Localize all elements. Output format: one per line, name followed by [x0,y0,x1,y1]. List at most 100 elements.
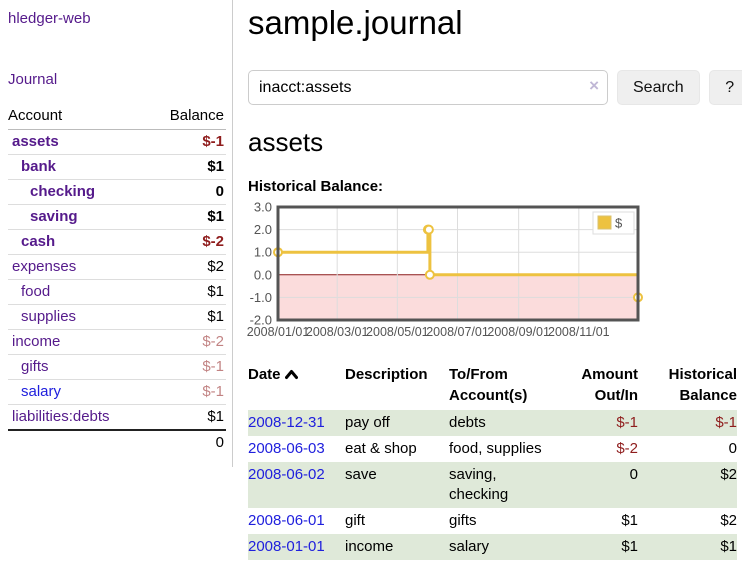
chart-x-tick-label: 2008/11/01 [548,325,610,339]
account-balance: $1 [148,154,226,180]
help-button[interactable]: ? [708,70,742,105]
account-balance: $1 [148,204,226,230]
transaction-accounts: saving, checking [449,462,554,508]
chart-y-tick-label: -1.0 [250,290,272,305]
chart-y-tick-label: 1.0 [254,245,272,260]
search-input[interactable] [248,70,608,105]
chart-x-tick-label: 2008/03/01 [306,325,369,339]
account-row: checking 0 [8,179,226,205]
column-header-balance[interactable]: Historical Balance [668,366,737,404]
account-balance: $-2 [148,229,226,255]
chart-x-tick-label: 2008/09/01 [487,325,550,339]
transaction-accounts: food, supplies [449,440,542,457]
account-row: supplies $1 [8,304,226,330]
account-title: assets [248,127,324,157]
account-link[interactable]: checking [30,183,96,200]
account-link[interactable]: food [21,283,51,300]
chart-y-tick-label: 0.0 [254,267,272,282]
transaction-date-link[interactable]: 2008-01-01 [248,538,325,555]
transaction-balance: $1 [638,534,737,560]
column-header-date[interactable]: Date [248,362,345,410]
chart-border [276,205,640,322]
date-header-label: Date [248,366,281,383]
account-link[interactable]: saving [30,208,78,225]
account-link[interactable]: bank [21,158,57,175]
account-row: liabilities:debts $1 [8,404,226,431]
account-row: gifts $-1 [8,354,226,380]
transaction-description: income [345,534,449,560]
transaction-date-link[interactable]: 2008-06-01 [248,512,325,529]
chart-canvas: $3.0 2.0 1.0 0.0 -1.0 -2.02008/01/012008/03/0… [247,200,643,339]
account-link[interactable]: income [12,333,61,350]
transaction-amount: 0 [554,462,638,508]
accounts-table: Account Balance assets $-1 bank $1 checking 0… [8,104,226,455]
chart-heading: Historical Balance: [248,178,384,195]
account-link[interactable]: expenses [12,258,77,275]
chevron-up-icon [284,370,298,379]
accounts-total-row: 0 [8,429,226,455]
chart-y-tick-label: -2.0 [250,313,272,328]
account-balance: $-2 [148,329,226,355]
transaction-row[interactable]: 2008-06-03 eat & shop food, supplies $-2 0 [248,436,737,462]
column-header-description[interactable]: Description [345,366,428,383]
transaction-date-link[interactable]: 2008-06-03 [248,440,325,457]
account-link[interactable]: cash [21,233,56,250]
account-link[interactable]: assets [12,133,59,150]
account-link[interactable]: supplies [21,308,77,325]
chart-x-tick-label: 2008/05/01 [366,325,429,339]
transaction-row[interactable]: 2008-12-31 pay off debts $-1 $-1 [248,410,737,436]
accounts-header-row: Account Balance [8,104,226,130]
account-row: income $-2 [8,329,226,355]
account-link[interactable]: salary [21,383,62,400]
account-row: salary $-1 [8,379,226,405]
account-row: expenses $2 [8,254,226,280]
chart-y-tick-label: 3.0 [254,200,272,215]
account-balance: $2 [148,254,226,280]
transactions-header-row: Date Description To/From Account(s) Amou… [248,362,737,410]
transaction-row[interactable]: 2008-06-01 gift gifts $1 $2 [248,508,737,534]
accounts-header-account: Account [8,104,149,130]
account-row: saving $1 [8,204,226,230]
chart-data-point [423,224,434,235]
transaction-description: eat & shop [345,440,417,457]
chart-y-tick-label: 2.0 [254,222,272,237]
account-balance: $-1 [148,379,226,405]
accounts-total-value: 0 [148,429,226,455]
transaction-description: gift [345,512,366,529]
app-title-link[interactable]: hledger-web [8,10,91,27]
sidebar-item-journal[interactable]: Journal [8,71,58,88]
transaction-description: pay off [345,410,449,436]
transactions-table: Date Description To/From Account(s) Amou… [248,362,737,560]
transaction-amount: $-1 [554,410,638,436]
account-balance: 0 [148,179,226,205]
account-balance: $-1 [148,129,226,155]
transaction-date-link[interactable]: 2008-12-31 [248,414,325,431]
clear-search-icon[interactable]: × [589,76,599,95]
main-content: sample.journal × Search ? assets Histori… [233,0,742,580]
transaction-amount: $-2 [616,440,638,457]
transaction-row[interactable]: 2008-01-01 income salary $1 $1 [248,534,737,560]
search-field-wrapper: × [248,70,608,105]
chart-x-tick-label: 2008/07/01 [426,325,489,339]
transaction-accounts: debts [449,410,554,436]
transaction-amount: $1 [554,534,638,560]
transaction-balance: $2 [720,512,737,529]
account-row: food $1 [8,279,226,305]
column-header-amount[interactable]: Amount Out/In [581,366,638,404]
accounts-header-balance: Balance [148,104,226,130]
historical-balance-chart[interactable]: $3.0 2.0 1.0 0.0 -1.0 -2.0 2008/01/01 2008/03/0… [247,200,646,345]
search-button[interactable]: Search [617,70,700,105]
chart-legend-label: $ [615,216,623,231]
transaction-balance: 0 [728,440,737,457]
account-balance: $1 [148,279,226,305]
column-header-accounts[interactable]: To/From Account(s) [449,366,528,404]
account-link[interactable]: liabilities:debts [12,408,110,425]
search-form: × Search ? [248,70,742,105]
chart-x-tick-label: 2008/01/01 [247,325,310,339]
account-link[interactable]: gifts [21,358,49,375]
transaction-row[interactable]: 2008-06-02 save saving, checking 0 $2 [248,462,737,508]
transaction-description: save [345,462,449,508]
transaction-date-link[interactable]: 2008-06-02 [248,466,325,483]
account-row: cash $-2 [8,229,226,255]
